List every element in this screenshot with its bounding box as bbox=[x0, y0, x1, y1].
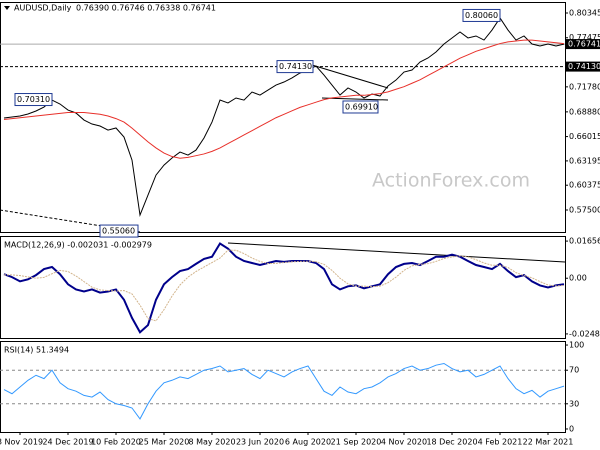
trend-lines bbox=[0, 64, 566, 263]
series-line bbox=[3, 17, 565, 218]
annotation-box bbox=[14, 93, 53, 107]
x-tick-label: 4 Feb 2021 bbox=[478, 438, 523, 447]
annotation-label: 0.55060 bbox=[102, 227, 135, 236]
series-line bbox=[3, 39, 565, 159]
x-tick-label: 24 Dec 2019 bbox=[42, 438, 93, 447]
rsi-title: RSI(14) 51.3494 bbox=[4, 346, 69, 355]
frames bbox=[0, 2, 566, 433]
rsi-frame bbox=[0, 341, 566, 433]
y-tick-label: 0.68880 bbox=[569, 107, 600, 116]
chart-title: AUDUSD,Daily bbox=[14, 4, 72, 13]
x-tick-label: 8 May 2020 bbox=[188, 438, 235, 447]
y-tick-label: 100 bbox=[569, 341, 584, 350]
y-tick-label: 0.63195 bbox=[569, 156, 600, 165]
triangle-lower bbox=[321, 97, 389, 101]
y-tick-label: 0.00 bbox=[569, 274, 587, 283]
x-tick-label: 6 Aug 2020 bbox=[285, 438, 331, 447]
y-tick-label: 0.77475 bbox=[569, 33, 600, 42]
x-tick-label: 21 Sep 2020 bbox=[331, 438, 382, 447]
annotation-box bbox=[342, 100, 379, 114]
annotation-box bbox=[276, 60, 314, 74]
x-tick-label: 18 Dec 2020 bbox=[426, 438, 477, 447]
annotation-box bbox=[462, 8, 501, 22]
triangle-upper bbox=[311, 64, 389, 89]
series-line bbox=[4, 249, 565, 322]
y-tick-label: 0.57500 bbox=[569, 206, 600, 215]
support-line bbox=[0, 209, 141, 233]
level-label: 0.76741 bbox=[568, 40, 600, 49]
y-tick-label: 0.66015 bbox=[569, 132, 600, 141]
level-label: 0.74130 bbox=[568, 62, 600, 71]
y-tick-label: 70 bbox=[569, 366, 579, 375]
menu-arrow bbox=[4, 6, 10, 10]
y-tick-label: 0.60375 bbox=[569, 181, 600, 190]
annotation-box bbox=[99, 224, 139, 238]
annotation-label: 0.74130 bbox=[279, 62, 312, 71]
level-box bbox=[566, 39, 600, 50]
series-line bbox=[3, 362, 565, 420]
y-tick-label: 0.71780 bbox=[569, 82, 600, 91]
watermark: ActionForex.com bbox=[372, 170, 530, 192]
y-tick-label: 0.016567 bbox=[569, 237, 600, 246]
main-frame bbox=[0, 2, 566, 233]
level-box bbox=[566, 61, 600, 72]
y-tick-label: -0.02484 bbox=[569, 329, 600, 338]
x-tick-label: 10 Feb 2020 bbox=[91, 438, 141, 447]
annotation-label: 0.80060 bbox=[465, 11, 498, 20]
annotation-label: 0.69910 bbox=[345, 102, 378, 111]
y-tick-label: 0.80345 bbox=[569, 8, 600, 17]
y-tick-label: 30 bbox=[569, 399, 579, 408]
x-tick-label: 4 Nov 2020 bbox=[381, 438, 427, 447]
macd-trend-line bbox=[227, 242, 566, 263]
macd-title: MACD(12,26,9) -0.002031 -0.002979 bbox=[4, 241, 152, 250]
x-tick-label: 25 Mar 2020 bbox=[139, 438, 190, 447]
ohlc: 0.76390 0.76746 0.76338 0.76741 bbox=[76, 4, 216, 13]
series-line bbox=[3, 242, 565, 334]
macd-frame bbox=[0, 236, 566, 339]
x-tick-label: 8 Nov 2019 bbox=[0, 438, 43, 447]
y-tick-label: 0 bbox=[569, 424, 574, 433]
annotation-label: 0.70310 bbox=[17, 95, 50, 104]
x-tick-label: 23 Jun 2020 bbox=[236, 438, 284, 447]
x-tick-label: 22 Mar 2021 bbox=[523, 438, 574, 447]
